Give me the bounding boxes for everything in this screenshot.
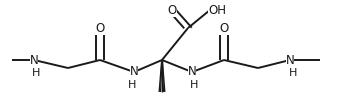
Text: H: H xyxy=(190,80,198,90)
Text: N: N xyxy=(286,54,295,67)
Text: OH: OH xyxy=(208,3,226,16)
Text: O: O xyxy=(95,22,105,34)
Text: O: O xyxy=(219,22,229,34)
Text: N: N xyxy=(188,65,196,78)
Text: H: H xyxy=(289,68,297,78)
Text: N: N xyxy=(30,54,38,67)
Text: H: H xyxy=(128,80,136,90)
Text: H: H xyxy=(32,68,40,78)
Text: O: O xyxy=(167,3,177,16)
Text: N: N xyxy=(130,65,138,78)
